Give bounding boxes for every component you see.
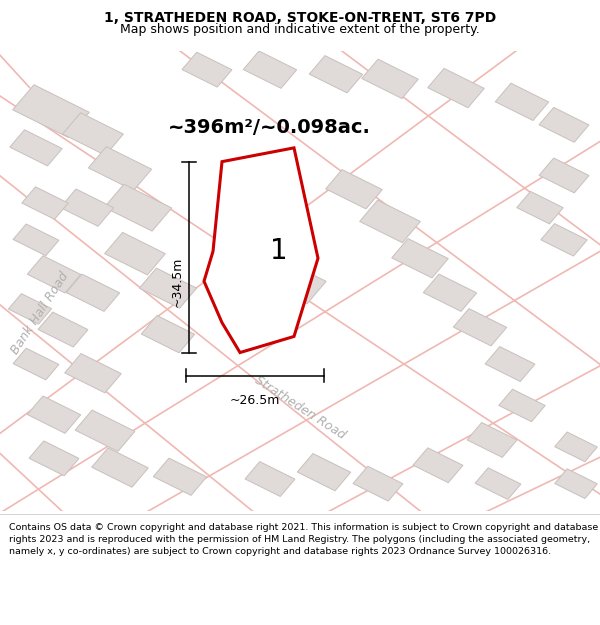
- Polygon shape: [153, 458, 207, 496]
- Text: Map shows position and indicative extent of the property.: Map shows position and indicative extent…: [120, 23, 480, 36]
- Text: Contains OS data © Crown copyright and database right 2021. This information is : Contains OS data © Crown copyright and d…: [9, 522, 598, 556]
- Polygon shape: [392, 239, 448, 278]
- Polygon shape: [499, 389, 545, 422]
- Polygon shape: [485, 347, 535, 381]
- Polygon shape: [60, 189, 114, 226]
- Polygon shape: [62, 112, 124, 155]
- Text: ~396m²/~0.098ac.: ~396m²/~0.098ac.: [168, 118, 371, 137]
- Polygon shape: [554, 469, 598, 499]
- Polygon shape: [326, 169, 382, 209]
- Polygon shape: [10, 130, 62, 166]
- Polygon shape: [362, 59, 418, 99]
- Polygon shape: [66, 274, 120, 311]
- Polygon shape: [495, 83, 549, 121]
- Polygon shape: [104, 184, 172, 231]
- Text: 1: 1: [270, 238, 288, 266]
- Polygon shape: [13, 224, 59, 256]
- Polygon shape: [539, 107, 589, 142]
- Polygon shape: [359, 200, 421, 242]
- Polygon shape: [309, 56, 363, 93]
- Text: Stratheden Road: Stratheden Road: [253, 374, 347, 442]
- Polygon shape: [27, 256, 81, 293]
- Polygon shape: [22, 187, 68, 219]
- Polygon shape: [453, 309, 507, 346]
- Polygon shape: [428, 68, 484, 108]
- Polygon shape: [141, 316, 195, 352]
- Text: ~26.5m: ~26.5m: [230, 394, 280, 407]
- Polygon shape: [88, 147, 152, 191]
- Polygon shape: [13, 348, 59, 380]
- Polygon shape: [38, 312, 88, 347]
- Polygon shape: [27, 396, 81, 433]
- Polygon shape: [353, 466, 403, 501]
- Text: Bank Hall Road: Bank Hall Road: [9, 270, 71, 357]
- Polygon shape: [262, 259, 326, 304]
- Polygon shape: [8, 294, 52, 324]
- Polygon shape: [65, 354, 121, 393]
- Polygon shape: [475, 468, 521, 499]
- Polygon shape: [539, 158, 589, 193]
- Polygon shape: [104, 232, 166, 275]
- Polygon shape: [75, 410, 135, 451]
- Polygon shape: [541, 224, 587, 256]
- Polygon shape: [29, 441, 79, 476]
- Polygon shape: [243, 51, 297, 88]
- Polygon shape: [413, 448, 463, 482]
- Text: ~34.5m: ~34.5m: [170, 257, 184, 308]
- Polygon shape: [204, 148, 318, 352]
- Polygon shape: [212, 221, 280, 268]
- Polygon shape: [517, 191, 563, 224]
- Polygon shape: [423, 274, 477, 311]
- Polygon shape: [13, 85, 89, 138]
- Polygon shape: [182, 52, 232, 87]
- Polygon shape: [467, 422, 517, 457]
- Text: 1, STRATHEDEN ROAD, STOKE-ON-TRENT, ST6 7PD: 1, STRATHEDEN ROAD, STOKE-ON-TRENT, ST6 …: [104, 11, 496, 25]
- Polygon shape: [297, 454, 351, 491]
- Polygon shape: [139, 268, 197, 308]
- Polygon shape: [245, 462, 295, 496]
- Polygon shape: [92, 448, 148, 488]
- Polygon shape: [554, 432, 598, 462]
